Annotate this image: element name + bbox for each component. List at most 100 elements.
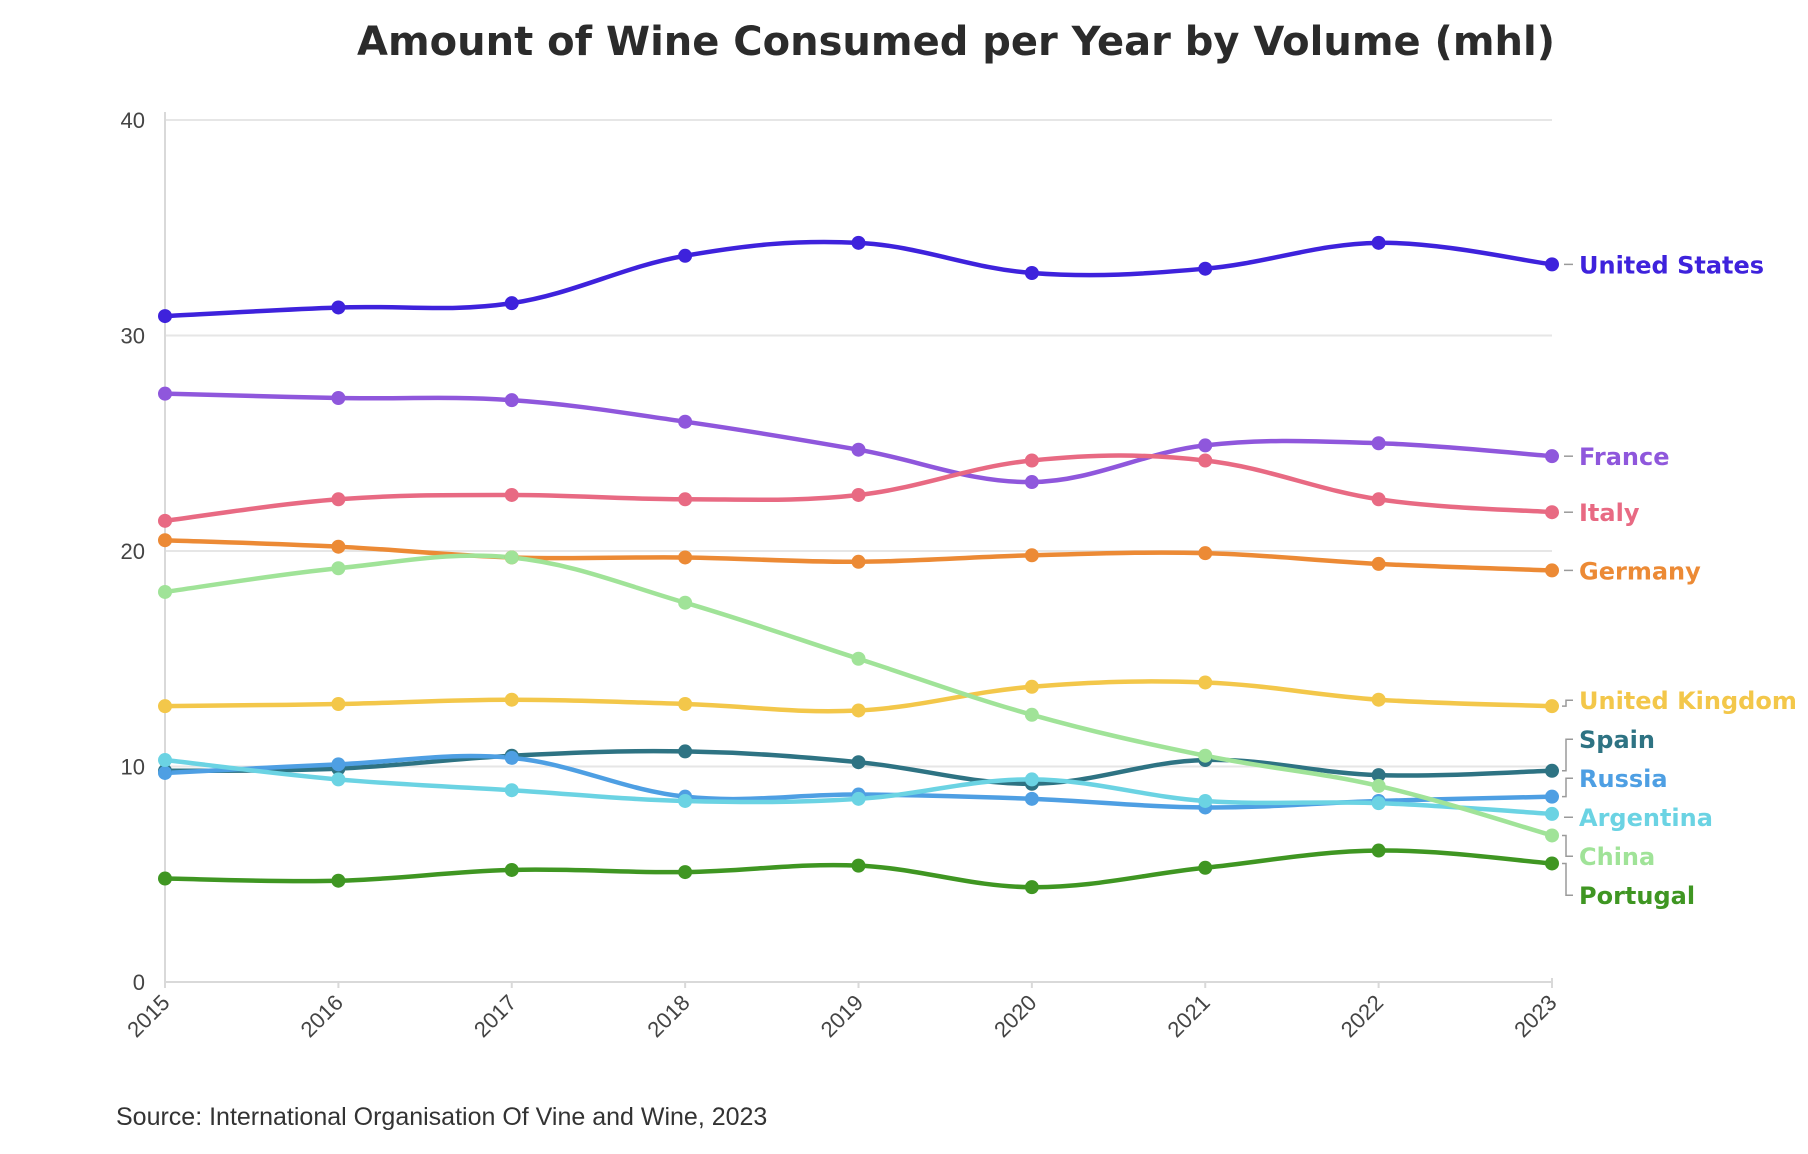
y-tick-label: 20 [121, 539, 145, 564]
data-point-italy[interactable] [331, 492, 346, 507]
data-point-germany[interactable] [1024, 548, 1039, 563]
series-label-united-states: United States [1579, 251, 1764, 279]
data-point-france[interactable] [504, 393, 519, 408]
data-point-italy[interactable] [504, 487, 519, 502]
data-point-spain[interactable] [678, 744, 693, 759]
data-point-france[interactable] [331, 390, 346, 405]
data-point-portugal[interactable] [504, 862, 519, 877]
data-point-portugal[interactable] [1371, 843, 1386, 858]
data-point-argentina[interactable] [1024, 772, 1039, 787]
data-point-china[interactable] [1545, 828, 1559, 843]
data-point-france[interactable] [678, 414, 693, 429]
data-point-united-kingdom[interactable] [1545, 699, 1559, 714]
data-point-russia[interactable] [158, 765, 172, 780]
data-point-portugal[interactable] [158, 871, 172, 886]
data-point-portugal[interactable] [1545, 856, 1559, 871]
data-point-united-states[interactable] [158, 309, 172, 324]
x-tick-label: 2015 [122, 990, 174, 1042]
series-label-spain: Spain [1579, 726, 1655, 754]
data-point-china[interactable] [1024, 707, 1039, 722]
data-point-united-kingdom[interactable] [851, 703, 866, 718]
data-point-spain[interactable] [1371, 768, 1386, 783]
data-point-china[interactable] [158, 584, 172, 599]
data-point-portugal[interactable] [678, 865, 693, 880]
label-leader-china [1562, 834, 1573, 857]
data-point-united-kingdom[interactable] [331, 697, 346, 712]
data-point-china[interactable] [331, 561, 346, 576]
data-point-germany[interactable] [678, 550, 693, 565]
series-label-germany: Germany [1579, 557, 1701, 585]
data-point-united-states[interactable] [1024, 266, 1039, 281]
data-point-france[interactable] [851, 442, 866, 457]
data-point-russia[interactable] [504, 750, 519, 765]
data-point-china[interactable] [678, 595, 693, 610]
data-point-italy[interactable] [1198, 453, 1213, 468]
series-labels: United States France Italy Germany United Ki… [1579, 251, 1797, 910]
y-tick-label: 10 [121, 755, 145, 780]
data-point-france[interactable] [1024, 475, 1039, 490]
data-point-portugal[interactable] [851, 858, 866, 873]
data-point-united-kingdom[interactable] [678, 697, 693, 712]
data-point-china[interactable] [851, 651, 866, 666]
data-point-italy[interactable] [678, 492, 693, 507]
data-point-france[interactable] [158, 386, 172, 401]
data-point-united-kingdom[interactable] [158, 699, 172, 714]
data-point-united-states[interactable] [1545, 257, 1559, 272]
data-point-china[interactable] [1198, 748, 1213, 763]
data-point-argentina[interactable] [851, 791, 866, 806]
series-label-china: China [1579, 843, 1655, 871]
data-point-portugal[interactable] [331, 873, 346, 888]
data-point-germany[interactable] [1198, 546, 1213, 561]
data-point-france[interactable] [1545, 449, 1559, 464]
data-point-spain[interactable] [1545, 763, 1559, 778]
data-point-argentina[interactable] [1371, 796, 1386, 811]
series-label-italy: Italy [1579, 499, 1640, 527]
data-point-russia[interactable] [331, 757, 346, 772]
data-point-argentina[interactable] [1198, 793, 1213, 808]
x-tick-label: 2020 [989, 990, 1041, 1042]
data-point-italy[interactable] [1371, 492, 1386, 507]
data-point-argentina[interactable] [158, 753, 172, 768]
series-points [158, 235, 1559, 895]
data-point-china[interactable] [504, 550, 519, 565]
data-point-argentina[interactable] [504, 783, 519, 798]
data-point-italy[interactable] [851, 487, 866, 502]
data-point-italy[interactable] [1545, 505, 1559, 520]
data-point-united-kingdom[interactable] [1198, 675, 1213, 690]
label-leader-russia [1562, 777, 1573, 798]
data-point-united-states[interactable] [851, 235, 866, 250]
data-point-china[interactable] [1371, 778, 1386, 793]
data-point-united-states[interactable] [504, 296, 519, 311]
data-point-united-kingdom[interactable] [504, 692, 519, 707]
data-point-germany[interactable] [1371, 556, 1386, 571]
data-point-germany[interactable] [331, 539, 346, 554]
data-point-germany[interactable] [851, 554, 866, 569]
data-point-italy[interactable] [1024, 453, 1039, 468]
data-point-united-states[interactable] [678, 248, 693, 263]
data-point-united-kingdom[interactable] [1371, 692, 1386, 707]
data-point-russia[interactable] [1545, 789, 1559, 804]
data-point-france[interactable] [1198, 438, 1213, 453]
data-point-germany[interactable] [1545, 563, 1559, 578]
series-label-russia: Russia [1579, 765, 1668, 793]
data-point-spain[interactable] [851, 755, 866, 770]
x-axis-ticks: 2015 2016 2017 2018 2019 2020 2021 2022 2023 [122, 982, 1562, 1042]
y-tick-label: 30 [121, 324, 145, 349]
data-point-argentina[interactable] [678, 793, 693, 808]
data-point-argentina[interactable] [331, 772, 346, 787]
data-point-united-states[interactable] [1198, 261, 1213, 276]
data-point-russia[interactable] [1024, 791, 1039, 806]
data-point-united-states[interactable] [1371, 235, 1386, 250]
source-note: Source: International Organisation Of Vi… [116, 1103, 767, 1131]
label-leader-portugal [1562, 862, 1573, 896]
series-line-france [162, 391, 1555, 485]
data-point-argentina[interactable] [1545, 806, 1559, 821]
data-point-italy[interactable] [158, 513, 172, 528]
data-point-portugal[interactable] [1024, 880, 1039, 895]
data-point-united-states[interactable] [331, 300, 346, 315]
data-point-portugal[interactable] [1198, 860, 1213, 875]
data-point-united-kingdom[interactable] [1024, 679, 1039, 694]
data-point-germany[interactable] [158, 533, 172, 548]
y-tick-label: 0 [133, 970, 145, 995]
data-point-france[interactable] [1371, 436, 1386, 451]
